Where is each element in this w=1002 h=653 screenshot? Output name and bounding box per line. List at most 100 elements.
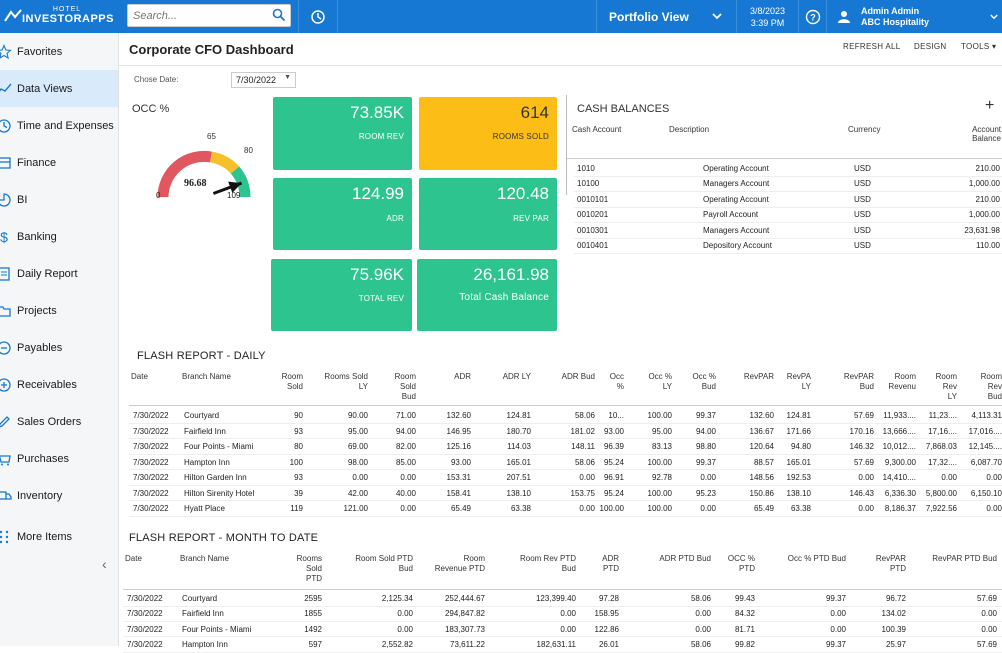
currency-link[interactable]: USD — [854, 210, 871, 220]
sidebar-item-payables[interactable]: Payables — [0, 329, 118, 366]
mtd-cell: 73,611.22 — [450, 640, 485, 650]
mtd-column-header[interactable]: Date — [125, 554, 142, 563]
sidebar-item-projects[interactable]: Projects — [0, 292, 118, 329]
app-logo[interactable]: HOTEL INVESTORAPPS — [0, 0, 120, 33]
tools-menu[interactable]: TOOLS ▾ — [961, 42, 996, 51]
daily-column-header[interactable]: Branch Name — [182, 372, 231, 381]
sidebar-item-bi[interactable]: BI — [0, 181, 118, 218]
daily-table-row[interactable]: 7/30/2022 Hilton Sirenity Hotel 39 42.00 40.… — [129, 486, 1002, 501]
mtd-cell: 123,399.40 — [535, 594, 576, 603]
currency-link[interactable]: USD — [854, 179, 871, 189]
daily-cell: 146.95 — [446, 426, 471, 436]
mtd-cell: 2595 — [304, 594, 322, 603]
cash-account-link[interactable]: 0010201 — [577, 210, 609, 220]
currency-link[interactable]: USD — [854, 241, 871, 250]
mtd-cell: Four Points - Miami — [182, 624, 252, 634]
search-box[interactable] — [127, 4, 291, 27]
currency-link[interactable]: USD — [854, 194, 871, 204]
daily-cell: 7/30/2022 — [133, 411, 169, 420]
mtd-column-header[interactable]: Room Sold PTD Bud — [355, 554, 413, 573]
refresh-all-button[interactable]: REFRESH ALL — [843, 42, 901, 51]
daily-table-row[interactable]: 7/30/2022 Hampton Inn 100 98.00 85.00 93.00 16… — [129, 455, 1002, 470]
kpi-adr[interactable]: 124.99 ADR — [273, 178, 412, 250]
daily-column-header[interactable]: Date — [131, 372, 148, 381]
mtd-column-header[interactable]: Room Rev PTD Bud — [519, 554, 576, 573]
history-button[interactable] — [298, 0, 338, 33]
mtd-column-header[interactable]: ADR PTD Bud — [659, 554, 711, 563]
kpi-label: REV PAR — [513, 214, 549, 223]
sidebar-item-time-and-expenses[interactable]: Time and Expenses — [0, 107, 118, 144]
mtd-column-header[interactable]: Branch Name — [180, 554, 229, 563]
sidebar-item-label: Receivables — [17, 378, 77, 391]
kpi-label: ADR — [386, 214, 404, 223]
star-icon — [0, 43, 12, 59]
daily-table-row[interactable]: 7/30/2022 Fairfield Inn 93 95.00 94.00 146.95… — [129, 424, 1002, 439]
mtd-table-row[interactable]: 7/30/2022 Four Points - Miami 1492 0.00 183,… — [123, 622, 1002, 638]
daily-column-header[interactable]: RevPA LY — [786, 372, 811, 391]
daily-column-header[interactable]: ADR LY — [502, 372, 531, 381]
dollar-icon: $ — [0, 229, 8, 245]
help-button[interactable]: ? — [798, 0, 826, 33]
sidebar-item-finance[interactable]: Finance — [0, 144, 118, 181]
daily-table-row[interactable]: 7/30/2022 Four Points - Miami 80 69.00 82.00… — [129, 439, 1002, 455]
tools-label: TOOLS — [961, 42, 990, 51]
daily-table-row[interactable]: 7/30/2022 Hyatt Place 119 121.00 0.00 65.49 63… — [129, 501, 1002, 517]
cash-account-link[interactable]: 0010401 — [577, 241, 609, 250]
kpi-total-rev[interactable]: 75.96K TOTAL REV — [271, 259, 412, 331]
sidebar-item-daily-report[interactable]: Daily Report — [0, 255, 118, 292]
portfolio-selector[interactable]: Portfolio View — [596, 0, 736, 33]
add-cash-plus-icon[interactable]: + — [985, 97, 995, 114]
daily-column-header[interactable]: RevPAR — [743, 372, 774, 381]
mtd-column-header[interactable]: Rooms Sold PTD — [296, 554, 322, 583]
daily-column-header[interactable]: RevPAR Bud — [843, 372, 874, 391]
collapse-sidebar-chevron-icon[interactable]: ‹ — [102, 556, 107, 572]
sidebar-item-label: Payables — [17, 341, 63, 354]
daily-column-header[interactable]: ADR — [454, 372, 471, 381]
daily-column-header[interactable]: Room Rev LY — [935, 372, 957, 401]
kpi-total-cash-balance[interactable]: 26,161.98 Total Cash Balance — [417, 259, 557, 331]
cash-account-link[interactable]: 10100 — [577, 179, 600, 189]
sidebar-item-data-views[interactable]: Data Views — [0, 70, 118, 107]
sidebar-item-purchases[interactable]: Purchases — [0, 440, 118, 477]
daily-table-row[interactable]: 7/30/2022 Hilton Garden Inn 93 0.00 0.00 153.… — [129, 470, 1002, 486]
daily-column-header[interactable]: Occ % LY — [648, 372, 672, 391]
sidebar-item-banking[interactable]: $ Banking — [0, 218, 118, 255]
daily-table-row[interactable]: 7/30/2022 Courtyard 90 90.00 71.00 132.60 124.… — [129, 408, 1002, 424]
daily-column-header[interactable]: Occ % Bud — [692, 372, 716, 391]
kpi-rooms-sold[interactable]: 614 ROOMS SOLD — [419, 97, 557, 170]
mtd-column-header[interactable]: ADR PTD — [602, 554, 619, 573]
kpi-room-rev[interactable]: 73.85K ROOM REV — [273, 97, 412, 170]
kpi-rev-par[interactable]: 120.48 REV PAR — [419, 178, 557, 250]
daily-column-header[interactable]: Room Sold — [281, 372, 303, 391]
search-icon[interactable] — [272, 8, 286, 22]
daily-column-header[interactable]: Room Revenu — [888, 372, 916, 391]
mtd-column-header[interactable]: OCC % PTD — [727, 554, 755, 573]
currency-link[interactable]: USD — [854, 225, 871, 235]
daily-column-header[interactable]: Room Sold Bud — [394, 372, 416, 401]
header-divider — [119, 65, 1002, 66]
mtd-column-header[interactable]: RevPAR PTD — [875, 554, 906, 573]
mtd-column-header[interactable]: Occ % PTD Bud — [787, 554, 846, 563]
daily-column-header[interactable]: Room Rev Bud — [980, 372, 1002, 401]
mtd-column-header[interactable]: RevPAR PTD Bud — [932, 554, 997, 563]
mtd-table-row[interactable]: 7/30/2022 Hampton Inn 597 2,552.82 73,611.22… — [123, 637, 1002, 653]
daily-column-header[interactable]: ADR Bud — [561, 372, 595, 381]
currency-link[interactable]: USD — [854, 164, 871, 173]
cash-account-link[interactable]: 0010301 — [577, 225, 609, 235]
design-button[interactable]: DESIGN — [914, 42, 947, 51]
sidebar-item-favorites[interactable]: Favorites — [0, 33, 118, 70]
cash-account-link[interactable]: 0010101 — [577, 194, 609, 204]
search-input[interactable] — [128, 5, 268, 26]
daily-column-header[interactable]: Occ % — [609, 372, 624, 391]
date-select[interactable]: 7/30/2022 ▼ — [231, 72, 296, 88]
sidebar-item-inventory[interactable]: Inventory — [0, 477, 118, 514]
user-menu[interactable]: Admin Admin ABC Hospitality — [826, 0, 1002, 33]
mtd-column-header[interactable]: Room Revenue PTD — [434, 554, 485, 573]
daily-column-header[interactable]: Rooms Sold LY — [324, 372, 368, 391]
mtd-table-row[interactable]: 7/30/2022 Courtyard 2595 2,125.34 252,444.67… — [123, 591, 1002, 607]
sidebar-item-sales-orders[interactable]: Sales Orders — [0, 403, 118, 440]
sidebar-item-more-items[interactable]: More Items — [0, 518, 118, 555]
mtd-table-row[interactable]: 7/30/2022 Fairfield Inn 1855 0.00 294,847.82… — [123, 606, 1002, 622]
sidebar-item-receivables[interactable]: Receivables — [0, 366, 118, 403]
cash-account-link[interactable]: 1010 — [577, 164, 595, 173]
